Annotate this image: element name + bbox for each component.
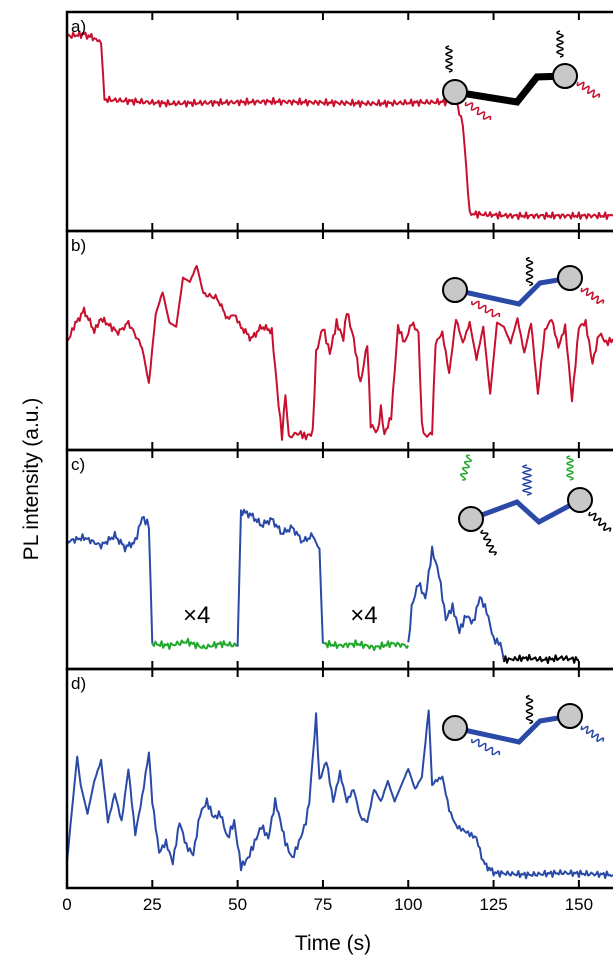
trace-group [67,508,580,665]
molecule-inset [442,30,601,121]
panel-label: c) [71,455,85,474]
polymer-chain [454,713,571,745]
emission-photon-icon [576,81,601,99]
scale-factor-label: ×4 [350,602,377,629]
panel-b: b) [65,229,613,452]
emission-photon-icon [580,725,605,743]
emission-photon-icon [471,738,501,756]
panel-frame [65,667,613,890]
emission-photon-icon [580,287,605,305]
x-tick-label: 25 [143,895,162,914]
trace-line-blue [67,515,154,644]
molecule-inset [458,454,612,556]
polymer-chain [470,497,582,526]
emission-photon-icon [471,300,501,318]
excitation-photon-icon [525,256,534,287]
end-group-bead [442,715,468,741]
end-group-bead [552,63,578,89]
excitation-photon-icon [556,30,564,58]
end-group-bead [557,703,583,729]
x-tick-label: 125 [479,895,507,914]
emission-photon-icon [464,101,492,121]
molecule-inset [442,694,605,756]
y-axis-title: PL intensity (a.u.) [20,398,43,561]
x-tick-label: 150 [565,895,593,914]
trace-group [67,265,613,441]
trace-line-green [151,637,238,650]
panel-label: d) [71,674,86,693]
excitation-photon-icon [480,529,498,556]
panel-frame [65,10,613,233]
trace-line-blue [407,545,505,661]
polymer-chain [454,275,571,307]
excitation-photon-icon [588,511,612,532]
panel-c: c) ×4 ×4 [65,448,613,671]
emission-photon-icon [521,464,533,496]
end-group-bead [557,265,583,291]
end-group-bead [442,79,468,105]
x-tick-label: 50 [228,895,247,914]
end-group-bead [442,277,468,303]
panel-label: b) [71,236,86,255]
end-group-bead [458,506,484,532]
polymer-chain [454,72,566,106]
excitation-photon-icon [445,45,453,73]
excitation-photon-icon [525,694,534,725]
x-tick-label: 0 [62,895,71,914]
x-tick-label: 100 [394,895,422,914]
end-group-bead [567,487,593,513]
x-tick-labels: 0 25 50 75 100 125 150 [62,895,593,914]
trace-group [67,30,613,221]
trace-line-blue [67,709,613,880]
x-axis-title: Time (s) [295,932,371,955]
trace-line-green [322,639,410,652]
emission-photon-icon [459,454,472,481]
panel-label: a) [71,17,86,36]
scale-factor-label: ×4 [183,602,210,629]
panels: a) b) c) ×4 ×4 d) [65,10,613,890]
trace-line-blue [236,508,324,647]
emission-photon-icon [566,455,574,481]
panel-d: d) [65,667,613,890]
molecule-inset [442,256,605,318]
trace-line-red [67,265,613,441]
panel-a: a) [65,10,613,233]
trace-line-black [502,653,580,665]
x-tick-label: 75 [313,895,332,914]
trace-group [67,709,613,880]
trace-line-red [67,30,613,221]
